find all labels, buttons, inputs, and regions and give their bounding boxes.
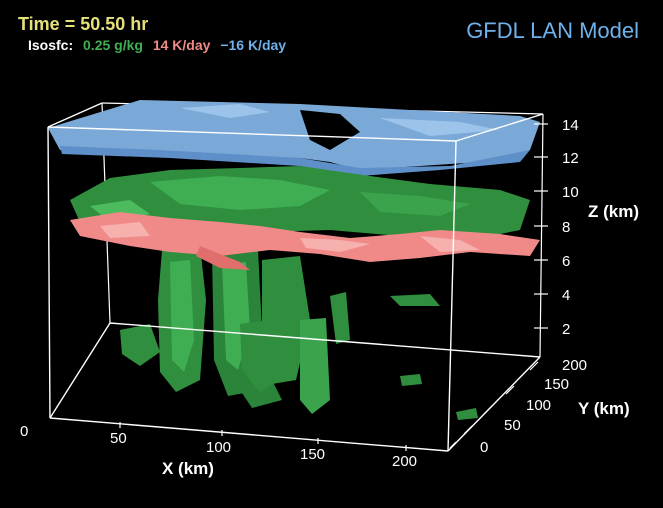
- y-tick-label: 100: [526, 397, 551, 414]
- z-tick-label: 4: [562, 287, 570, 304]
- z-tick-label: 2: [562, 321, 570, 338]
- z-axis-tick-labels: 14 12 10 8 6 4 2: [562, 117, 579, 338]
- model-title: GFDL LAN Model: [466, 18, 639, 43]
- y-axis-ticks: [449, 361, 539, 449]
- legend-moisture-value: 0.25 g/kg: [83, 37, 143, 53]
- isosurface-legend: Isosfc: 0.25 g/kg 14 K/day −16 K/day: [28, 37, 292, 53]
- z-axis-label: Z (km): [588, 202, 639, 221]
- x-tick-label: 150: [300, 446, 325, 463]
- z-tick-label: 14: [562, 117, 579, 134]
- z-tick-label: 8: [562, 219, 570, 236]
- x-tick-label: 100: [206, 439, 231, 456]
- y-tick-label: 200: [562, 357, 587, 374]
- x-tick-label: 200: [392, 453, 417, 470]
- z-tick-label: 6: [562, 253, 570, 270]
- y-axis-tick-labels: 200 150 100 50 0: [480, 357, 587, 456]
- x-axis-tick-labels: 0 50 100 150 200: [20, 423, 417, 470]
- moisture-isosurface: [70, 166, 530, 420]
- x-tick-label: 50: [110, 430, 127, 447]
- y-tick-label: 0: [480, 439, 488, 456]
- y-axis-label: Y (km): [578, 399, 630, 418]
- legend-heating-value: 14 K/day: [152, 37, 211, 53]
- x-tick-label: 0: [20, 423, 28, 440]
- z-tick-label: 12: [562, 150, 579, 167]
- z-axis-ticks: [534, 123, 548, 329]
- y-tick-label: 50: [504, 417, 521, 434]
- isosurface-legend-label: Isosfc:: [28, 37, 74, 53]
- y-tick-label: 150: [544, 376, 569, 393]
- z-tick-label: 10: [562, 184, 579, 201]
- bounding-box-front: [47, 102, 544, 452]
- x-axis-label: X (km): [162, 459, 214, 478]
- legend-cooling-value: −16 K/day: [220, 37, 287, 53]
- x-axis-ticks: [119, 422, 407, 451]
- time-label: Time = 50.50 hr: [18, 14, 149, 34]
- heating-isosurface: [70, 212, 540, 270]
